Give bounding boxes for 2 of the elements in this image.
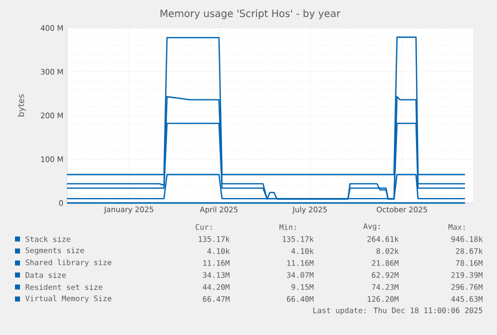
- chart-title: Memory usage 'Script Hos' - by year: [160, 9, 340, 20]
- y-axis-title: bytes: [18, 94, 26, 116]
